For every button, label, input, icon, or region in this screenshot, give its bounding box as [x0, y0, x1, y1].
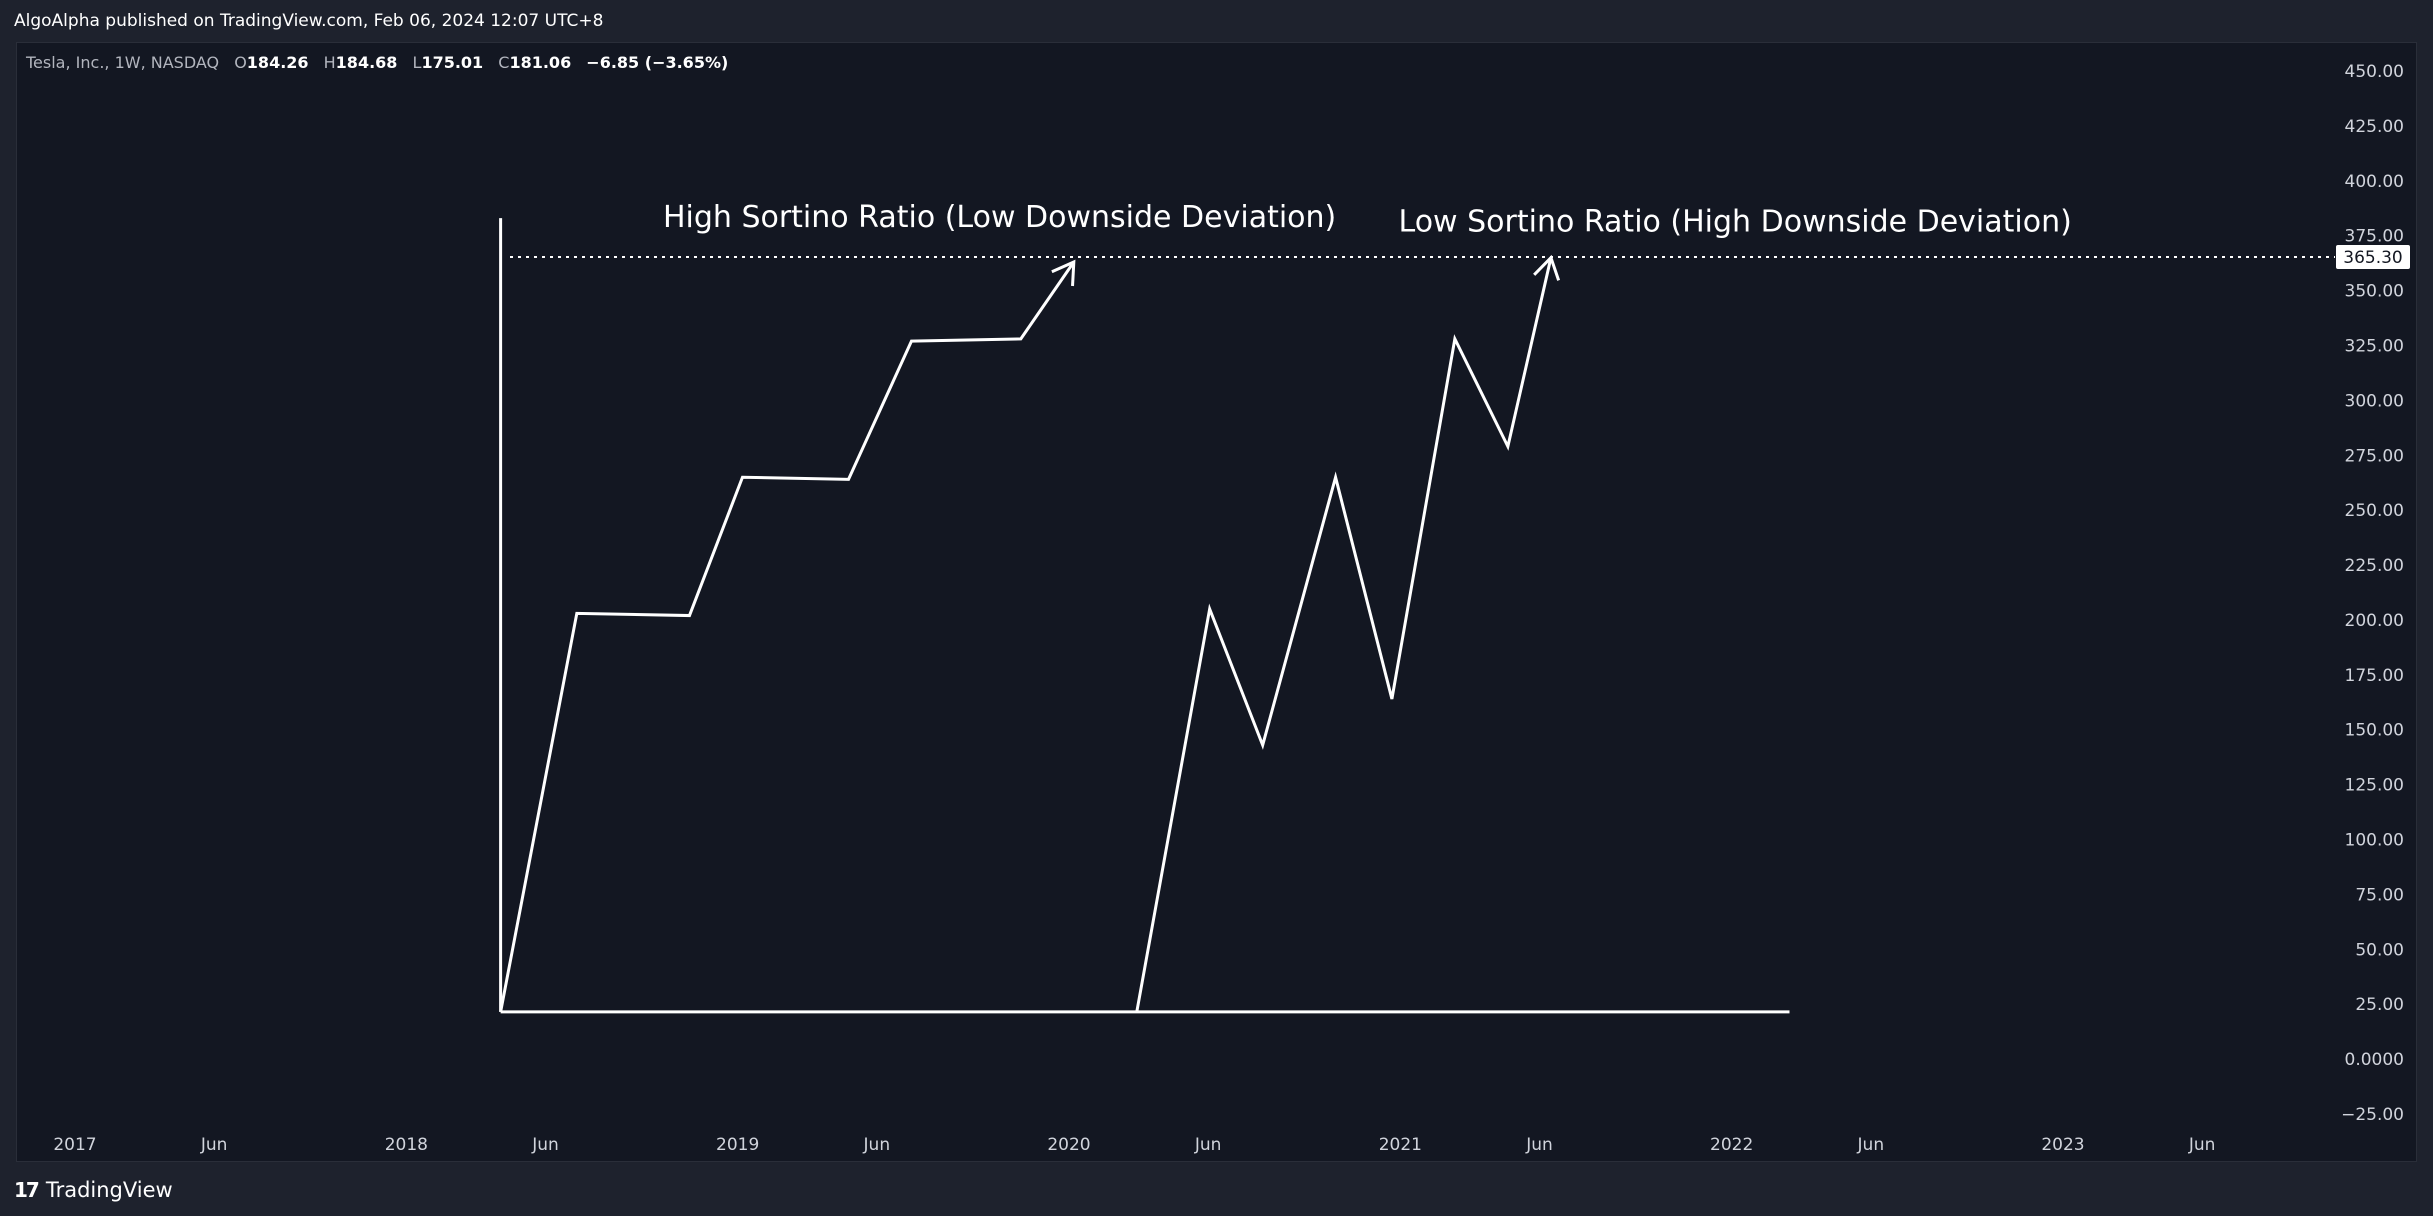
x-tick-label: Jun [200, 1135, 228, 1155]
x-tick-label: 2019 [716, 1135, 759, 1155]
y-tick-label: 25.00 [2355, 995, 2404, 1015]
y-tick-label: 450.00 [2345, 62, 2404, 82]
close-value: 181.06 [509, 53, 572, 72]
y-tick-label: 125.00 [2345, 776, 2404, 796]
y-tick-label: 425.00 [2345, 117, 2404, 137]
plot-area: High Sortino Ratio (Low Downside Deviati… [499, 200, 2335, 1014]
x-tick-label: Jun [1194, 1135, 1222, 1155]
published-info: AlgoAlpha published on TradingView.com, … [14, 11, 604, 31]
low-sortino-path-arrowhead [1533, 254, 1561, 281]
x-tick-label: Jun [1857, 1135, 1885, 1155]
price-label-box [2336, 244, 2410, 269]
high-value: 184.68 [335, 53, 398, 72]
y-tick-label: 300.00 [2345, 391, 2404, 411]
high-sortino-path[interactable] [499, 261, 1076, 1013]
top-bar [0, 0, 2433, 42]
low-value: 175.01 [421, 53, 484, 72]
x-tick-label: 2023 [2041, 1135, 2084, 1155]
low-label: L [412, 53, 422, 72]
y-tick-label: 75.00 [2355, 885, 2404, 905]
chart-pane[interactable] [16, 42, 2417, 1162]
price-label: 365.30 [2343, 248, 2402, 268]
open-value: 184.26 [246, 53, 309, 72]
open-label: O [234, 53, 247, 72]
x-tick-label: 2021 [1379, 1135, 1422, 1155]
y-tick-label: 175.00 [2345, 666, 2404, 686]
x-tick-label: 2022 [1710, 1135, 1753, 1155]
change-value: −6.85 (−3.65%) [586, 53, 729, 72]
y-tick-label: −25.00 [2341, 1105, 2404, 1125]
x-tick-label: Jun [531, 1135, 559, 1155]
y-tick-label: 50.00 [2355, 940, 2404, 960]
symbol-name[interactable]: Tesla, Inc., 1W, NASDAQ [26, 53, 220, 72]
footer-bar [0, 1164, 2433, 1216]
tradingview-brand: TradingView [45, 1178, 173, 1202]
y-tick-label: 375.00 [2345, 227, 2404, 247]
y-tick-label: 350.00 [2345, 282, 2404, 302]
time-axis[interactable]: 2017 Jun 2018 Jun 2019 Jun 2020 Jun 2021 Jun 2022 J… [53, 1135, 2215, 1155]
x-tick-label: 2020 [1047, 1135, 1090, 1155]
low-sortino-path[interactable] [1135, 257, 1553, 1013]
y-tick-label: 250.00 [2345, 501, 2404, 521]
high-label: H [323, 53, 336, 72]
symbol-legend: Tesla, Inc., 1W, NASDAQ O184.26 H184.68 … [26, 53, 728, 72]
y-tick-label: 0.0000 [2345, 1050, 2404, 1070]
x-tick-label: Jun [863, 1135, 891, 1155]
x-tick-label: Jun [2188, 1135, 2216, 1155]
x-tick-label: Jun [1525, 1135, 1553, 1155]
price-axis[interactable]: 450.00 425.00 400.00 375.00 350.00 325.00 300.… [2336, 62, 2410, 1125]
high-sortino-path-arrowhead [1051, 259, 1076, 287]
y-tick-label: 325.00 [2345, 336, 2404, 356]
y-tick-label: 200.00 [2345, 611, 2404, 631]
y-tick-label: 400.00 [2345, 172, 2404, 192]
annotation-text[interactable]: Low Sortino Ratio (High Downside Deviati… [1399, 204, 2072, 239]
close-label: C [498, 53, 510, 72]
y-tick-label: 275.00 [2345, 446, 2404, 466]
x-tick-label: 2018 [385, 1135, 428, 1155]
annotation-text[interactable]: High Sortino Ratio (Low Downside Deviati… [663, 200, 1336, 235]
y-tick-label: 100.00 [2345, 831, 2404, 851]
y-tick-label: 150.00 [2345, 721, 2404, 741]
tradingview-logo[interactable]: 17 TradingView [14, 1178, 173, 1202]
y-tick-label: 225.00 [2345, 556, 2404, 576]
x-tick-label: 2017 [53, 1135, 96, 1155]
tradingview-logo-icon: 17 [14, 1178, 40, 1202]
